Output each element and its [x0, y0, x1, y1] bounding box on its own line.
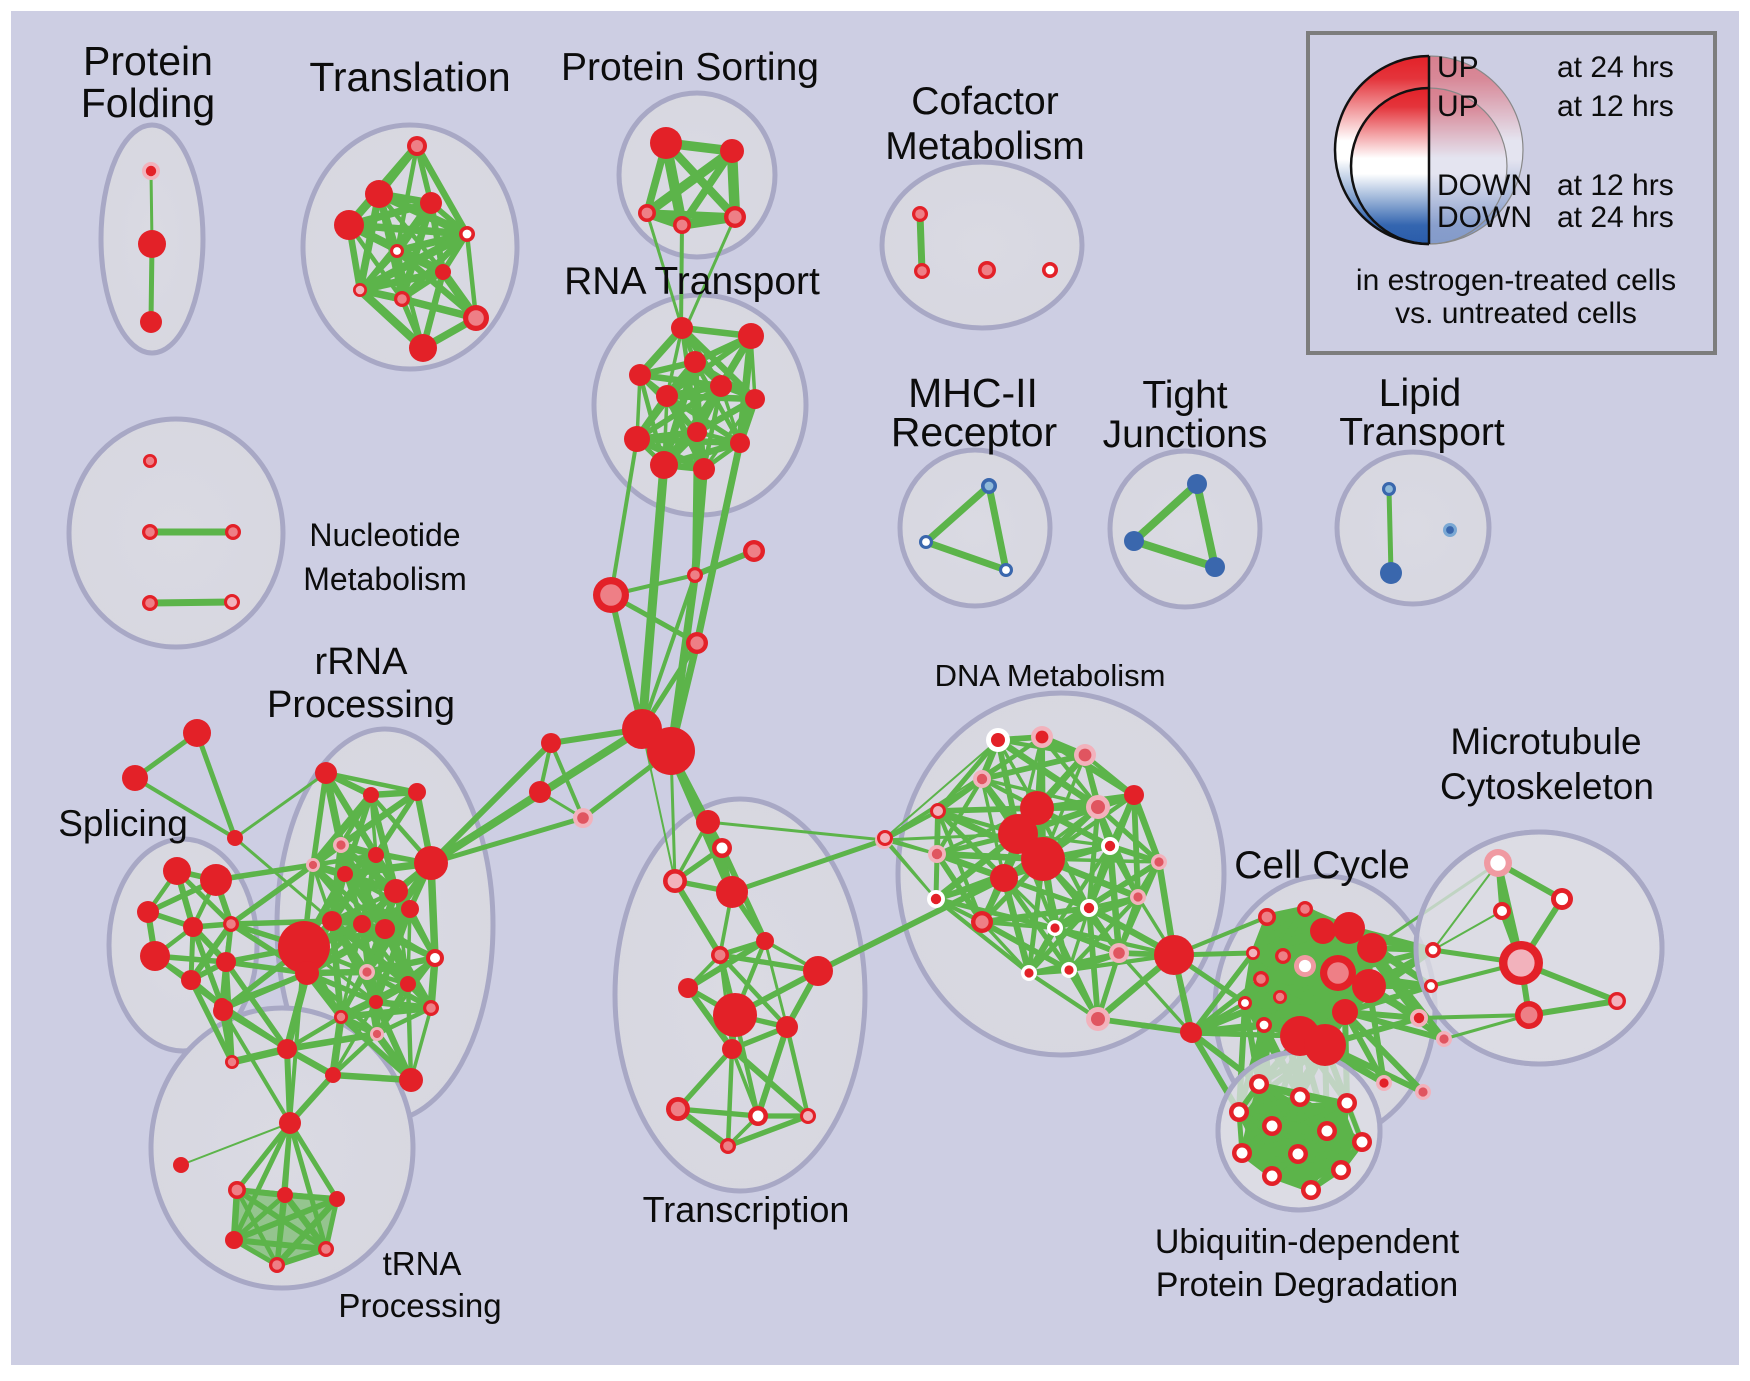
svg-text:Microtubule: Microtubule: [1450, 721, 1641, 762]
svg-text:at 12 hrs: at 12 hrs: [1557, 169, 1674, 202]
svg-text:Protein Degradation: Protein Degradation: [1156, 1266, 1458, 1304]
svg-text:Lipid: Lipid: [1379, 372, 1461, 415]
svg-text:Processing: Processing: [338, 1287, 501, 1324]
svg-text:DNA Metabolism: DNA Metabolism: [935, 658, 1166, 693]
svg-text:Junctions: Junctions: [1103, 413, 1268, 456]
svg-text:Metabolism: Metabolism: [885, 125, 1084, 168]
svg-text:Splicing: Splicing: [58, 803, 188, 844]
svg-text:Processing: Processing: [267, 684, 455, 726]
svg-text:vs. untreated cells: vs. untreated cells: [1395, 297, 1637, 330]
svg-text:Ubiquitin-dependent: Ubiquitin-dependent: [1155, 1223, 1460, 1261]
svg-text:Transcription: Transcription: [643, 1189, 850, 1230]
svg-text:Metabolism: Metabolism: [303, 561, 467, 597]
svg-text:DOWN: DOWN: [1437, 201, 1532, 234]
svg-text:Cell Cycle: Cell Cycle: [1234, 844, 1410, 887]
svg-text:Cytoskeleton: Cytoskeleton: [1440, 766, 1654, 807]
svg-text:Transport: Transport: [1339, 411, 1505, 454]
svg-text:Folding: Folding: [81, 80, 215, 126]
svg-text:rRNA: rRNA: [315, 641, 409, 683]
svg-text:Translation: Translation: [309, 54, 510, 100]
svg-text:Protein Sorting: Protein Sorting: [561, 46, 819, 89]
svg-text:DOWN: DOWN: [1437, 169, 1532, 202]
svg-text:tRNA: tRNA: [383, 1245, 462, 1282]
svg-text:UP: UP: [1437, 90, 1479, 123]
svg-text:in estrogen-treated cells: in estrogen-treated cells: [1356, 264, 1676, 297]
svg-text:Nucleotide: Nucleotide: [309, 517, 460, 553]
svg-text:RNA Transport: RNA Transport: [564, 260, 820, 303]
svg-text:at 24 hrs: at 24 hrs: [1557, 51, 1674, 84]
svg-text:Cofactor: Cofactor: [911, 80, 1058, 123]
svg-text:Receptor: Receptor: [891, 409, 1057, 455]
svg-text:at 24 hrs: at 24 hrs: [1557, 201, 1674, 234]
svg-text:at 12 hrs: at 12 hrs: [1557, 90, 1674, 123]
svg-text:Protein: Protein: [83, 38, 213, 84]
svg-text:UP: UP: [1437, 51, 1479, 84]
svg-text:Tight: Tight: [1142, 374, 1227, 417]
svg-text:MHC-II: MHC-II: [908, 370, 1038, 416]
